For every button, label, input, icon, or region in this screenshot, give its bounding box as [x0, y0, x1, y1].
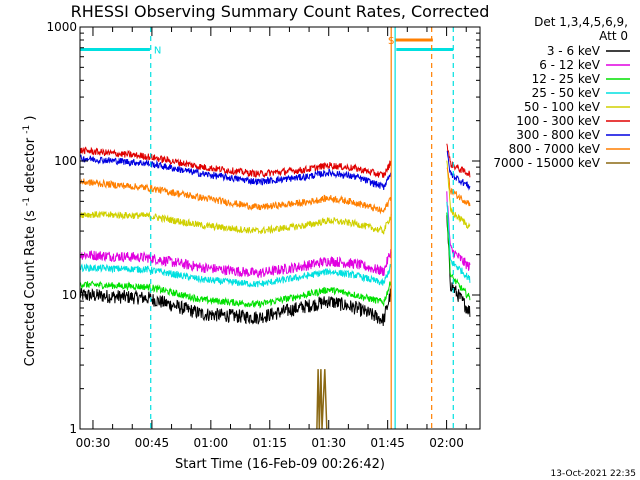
y-tick-label-1: 10	[62, 288, 77, 302]
y-tick-label-0: 1	[69, 422, 77, 436]
legend-header-line-1: Det 1,3,4,5,6,9,	[534, 15, 628, 29]
legend-label-1: 3 - 6 keV	[547, 44, 601, 58]
legend-label-5: 50 - 100 keV	[524, 100, 601, 114]
y-axis-label-mid: detector	[23, 137, 38, 193]
legend-label-2: 6 - 12 keV	[539, 58, 601, 72]
x-tick-label-5: 01:45	[370, 436, 405, 450]
plot-layer: NS	[79, 27, 471, 430]
x-tick-label-2: 01:00	[194, 436, 229, 450]
x-axis-label: Start Time (16-Feb-09 00:26:42)	[175, 457, 385, 472]
series-line-6	[79, 143, 471, 179]
series-line-1	[79, 215, 471, 327]
series-line-8	[79, 167, 471, 215]
legend-label-8: 800 - 7000 keV	[509, 142, 601, 156]
legend-label-6: 100 - 300 keV	[516, 114, 600, 128]
x-tick-label-1: 00:45	[135, 436, 170, 450]
series-line-9	[316, 369, 328, 430]
x-tick-label-0: 00:30	[76, 436, 111, 450]
series-line-7	[79, 150, 471, 191]
y-axis-label-sup1: -1	[22, 197, 32, 206]
y-tick-label-3: 1000	[46, 20, 77, 34]
legend-label-7: 300 - 800 keV	[516, 128, 600, 142]
series-line-3	[79, 212, 471, 309]
plot-frame	[79, 26, 481, 430]
axes-layer: 1 10 100 1000 00:30 00:45 01:00 01:15 01:30 01:45…	[46, 20, 481, 450]
series-line-4	[80, 201, 471, 288]
y-axis-label-end: )	[23, 116, 38, 121]
y-axis-label-main: Corrected Count Rate (s	[23, 210, 38, 367]
footer-timestamp: 13-Oct-2021 22:35	[551, 469, 636, 479]
y-axis-label: Corrected Count Rate (s -1 detector -1 )	[22, 116, 38, 367]
x-tick-label-4: 01:30	[311, 436, 346, 450]
legend-label-3: 12 - 25 keV	[532, 72, 601, 86]
x-tick-label-6: 02:00	[429, 436, 464, 450]
legend-header-line-2: Att 0	[599, 29, 628, 43]
chart-title: RHESSI Observing Summary Count Rates, Co…	[71, 2, 490, 21]
y-axis-label-sup2: -1	[22, 125, 32, 134]
series-line-2	[79, 191, 471, 279]
x-tick-label-3: 01:15	[252, 436, 287, 450]
legend-label-9: 7000 - 15000 keV	[493, 156, 600, 170]
series-line-5	[79, 160, 471, 235]
annotation-label-n: N	[154, 45, 161, 56]
legend-label-4: 25 - 50 keV	[532, 86, 601, 100]
y-tick-label-2: 100	[54, 154, 77, 168]
